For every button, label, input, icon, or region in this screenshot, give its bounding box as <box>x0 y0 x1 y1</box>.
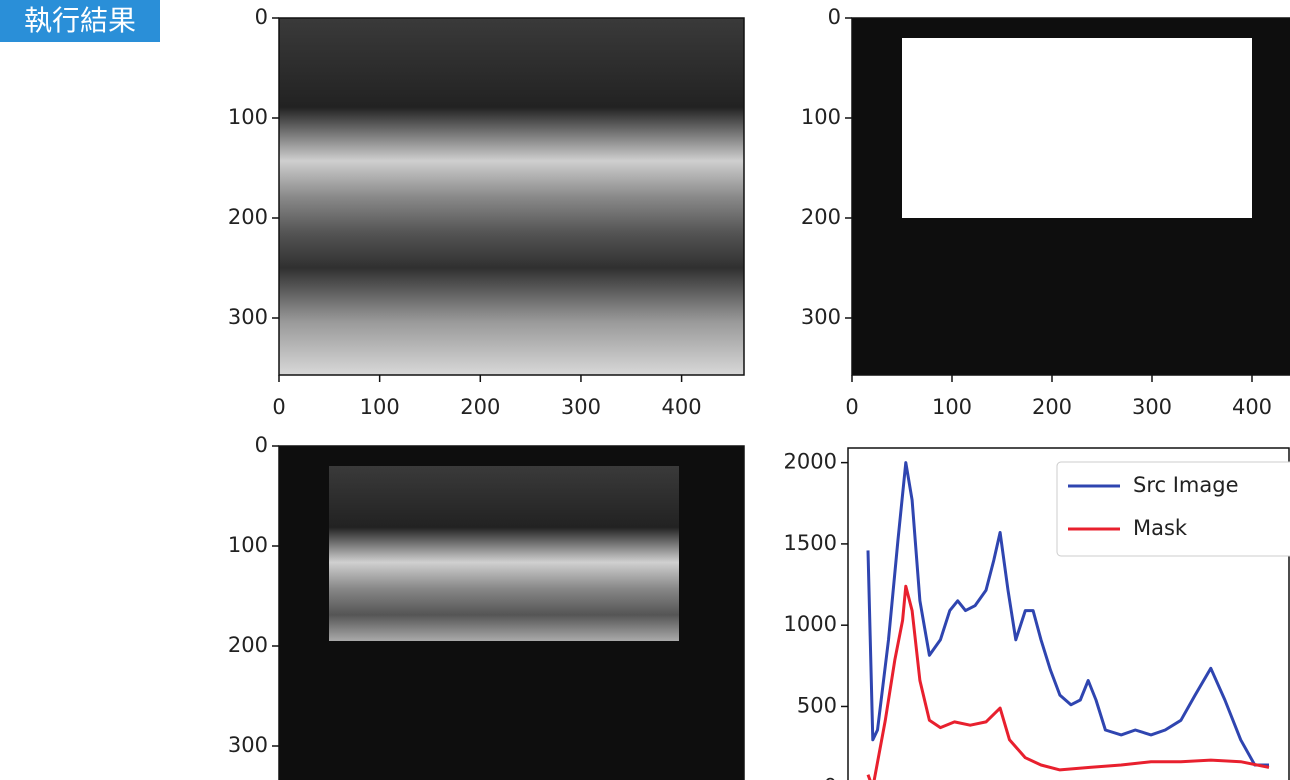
photo <box>279 18 744 375</box>
legend-label: Src Image <box>1133 473 1239 497</box>
legend: Src Image Mask <box>1056 461 1290 557</box>
y-tick-label: 1500 <box>784 531 837 555</box>
y-tick-label: 100 <box>228 105 268 129</box>
x-tick-label: 300 <box>1132 395 1172 419</box>
axes-frame <box>851 17 1290 376</box>
x-tick-label: 400 <box>1232 395 1272 419</box>
y-tick-label: 2000 <box>784 450 837 474</box>
masked-photo <box>329 466 679 641</box>
y-tick-label: 500 <box>797 693 837 717</box>
y-tick-label: 300 <box>228 733 268 757</box>
series-line <box>866 461 1269 767</box>
result-badge: 執行結果 <box>0 0 160 42</box>
legend-label: Mask <box>1133 516 1188 540</box>
plot-area <box>866 461 1270 780</box>
axes-frame <box>847 447 1290 780</box>
x-tick-label: 300 <box>561 395 601 419</box>
y-tick-label: 300 <box>801 305 841 329</box>
x-tick-label: 200 <box>1032 395 1072 419</box>
y-tick-label: 1000 <box>784 612 837 636</box>
y-tick-label: 0 <box>255 5 268 29</box>
x-tick-label: 400 <box>662 395 702 419</box>
x-tick-label: 200 <box>460 395 500 419</box>
series-line <box>866 584 1270 780</box>
y-tick-label: 300 <box>228 305 268 329</box>
axes-frame <box>278 445 745 780</box>
y-tick-label: 100 <box>801 105 841 129</box>
y-tick-label: 0 <box>824 775 837 780</box>
y-tick-label: 0 <box>828 5 841 29</box>
mask-window <box>902 38 1252 218</box>
x-tick-label: 0 <box>272 395 285 419</box>
y-tick-label: 200 <box>228 633 268 657</box>
x-tick-label: 100 <box>932 395 972 419</box>
y-tick-label: 100 <box>228 533 268 557</box>
y-tick-label: 200 <box>228 205 268 229</box>
y-tick-label: 0 <box>255 433 268 457</box>
x-tick-label: 0 <box>845 395 858 419</box>
y-tick-label: 200 <box>801 205 841 229</box>
x-tick-label: 100 <box>360 395 400 419</box>
axes-frame <box>278 17 745 376</box>
